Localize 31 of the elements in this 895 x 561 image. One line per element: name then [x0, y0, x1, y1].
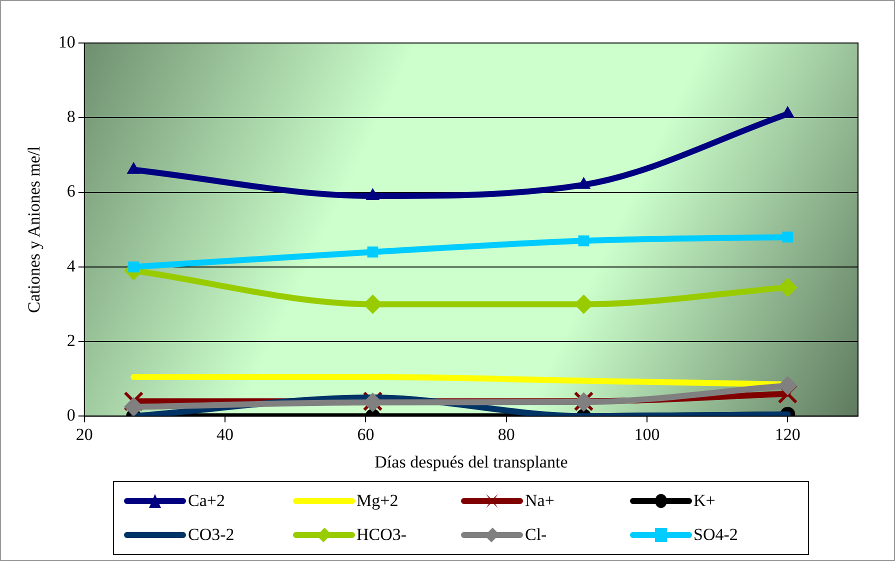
legend-label: Ca+2 — [188, 491, 225, 511]
legend-label: K+ — [694, 491, 716, 511]
point — [127, 162, 140, 174]
x-tick-label: 20 — [76, 424, 93, 444]
y-axis-title: Cationes y Aniones me/l — [24, 146, 44, 313]
point — [366, 188, 380, 200]
y-tick-label: 2 — [66, 331, 76, 350]
x-tick-label: 40 — [216, 424, 234, 444]
point — [124, 391, 144, 412]
y-tick-label: 6 — [66, 182, 76, 201]
point — [578, 235, 590, 246]
x-axis-title: Días después del transplante — [374, 452, 568, 472]
legend-label: Cl- — [525, 525, 547, 545]
x-tick-label: 120 — [774, 424, 800, 444]
x-tick-label: 60 — [357, 424, 374, 444]
y-tick-label: 4 — [66, 256, 76, 276]
y-tick-label: 8 — [66, 107, 76, 126]
y-tick-label: 10 — [58, 32, 76, 52]
legend-label: CO3-2 — [188, 525, 234, 545]
x-tick-label: 100 — [634, 424, 660, 444]
legend-label: SO4-2 — [694, 525, 738, 545]
point — [778, 376, 798, 396]
point — [778, 278, 798, 297]
point — [782, 232, 794, 243]
x-tick-label: 80 — [498, 424, 515, 444]
point — [577, 177, 590, 189]
legend-label: HCO3- — [356, 525, 407, 545]
point — [367, 246, 378, 258]
legend-label: Na+ — [525, 491, 554, 511]
y-tick-label: 0 — [66, 406, 76, 425]
legend-label: Mg+2 — [356, 491, 398, 511]
